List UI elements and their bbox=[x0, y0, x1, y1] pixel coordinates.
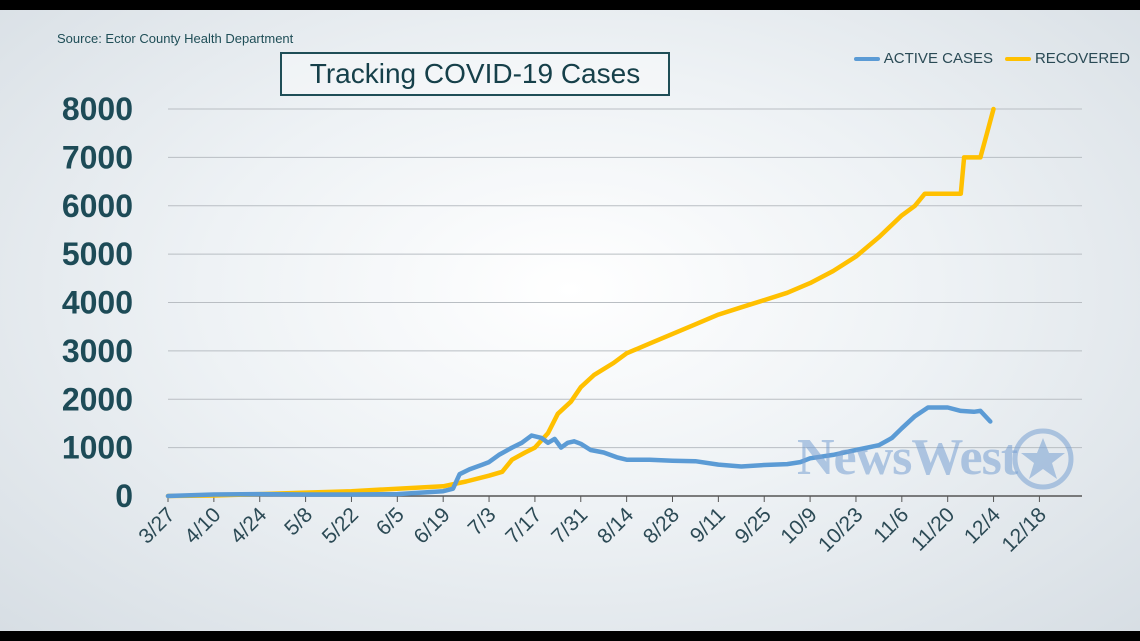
x-tick-label: 9/25 bbox=[731, 503, 776, 548]
legend-label-active: ACTIVE CASES bbox=[883, 50, 993, 67]
x-tick-label: 3/27 bbox=[134, 503, 179, 548]
y-tick-label: 5000 bbox=[62, 236, 133, 272]
legend-label-recovered: RECOVERED bbox=[1034, 50, 1130, 67]
legend-swatch-active bbox=[853, 56, 880, 61]
x-tick-label: 12/18 bbox=[998, 503, 1051, 556]
x-tick-label: 5/22 bbox=[318, 503, 363, 548]
y-tick-label: 6000 bbox=[62, 188, 133, 224]
x-tick-label: 8/28 bbox=[639, 503, 684, 548]
y-tick-label: 1000 bbox=[62, 430, 133, 466]
x-tick-label: 7/17 bbox=[501, 503, 546, 548]
x-tick-label: 9/11 bbox=[686, 503, 730, 547]
x-tick-label: 8/14 bbox=[593, 503, 638, 548]
newswest-watermark-logo: NewsWest bbox=[797, 429, 1018, 486]
series-line-recovered bbox=[165, 106, 996, 499]
y-tick-label: 4000 bbox=[62, 285, 133, 321]
x-tick-label: 5/8 bbox=[280, 503, 317, 540]
x-tick-label: 6/19 bbox=[410, 503, 455, 548]
x-tick-label: 11/6 bbox=[869, 503, 913, 547]
legend-item-active: ACTIVE CASES bbox=[853, 50, 993, 67]
legend: ACTIVE CASES RECOVERED bbox=[853, 50, 1130, 67]
y-tick-label: 2000 bbox=[62, 381, 133, 417]
chart-frame: Source: Ector County Health Department T… bbox=[0, 10, 1140, 631]
y-tick-label: 8000 bbox=[62, 91, 133, 127]
legend-item-recovered: RECOVERED bbox=[1004, 50, 1130, 67]
x-tick-label: 11/20 bbox=[907, 503, 959, 555]
x-axis-ticks: 3/27 4/10 4/24 5/8 5/22 6/5 6/19 7/3 7/17 7/31 8/1… bbox=[134, 496, 1051, 557]
series-layer bbox=[165, 106, 996, 499]
chart-title: Tracking COVID-19 Cases bbox=[280, 52, 670, 96]
x-tick-label: 10/23 bbox=[814, 503, 867, 556]
x-tick-label: 7/3 bbox=[464, 503, 501, 540]
y-tick-label: 3000 bbox=[62, 333, 133, 369]
star-icon bbox=[1012, 428, 1074, 490]
source-note: Source: Ector County Health Department bbox=[57, 31, 294, 46]
legend-swatch-recovered bbox=[1004, 56, 1031, 61]
y-tick-label: 0 bbox=[115, 478, 133, 514]
x-tick-label: 7/31 bbox=[547, 503, 592, 548]
y-axis-ticks: 0 1000 2000 3000 4000 5000 6000 7000 8000 bbox=[62, 91, 133, 514]
x-tick-label: 4/24 bbox=[226, 503, 271, 548]
x-tick-label: 4/10 bbox=[180, 503, 225, 548]
y-tick-label: 7000 bbox=[62, 139, 133, 175]
x-tick-label: 6/5 bbox=[372, 503, 409, 540]
series-line-active-cases bbox=[165, 405, 993, 499]
